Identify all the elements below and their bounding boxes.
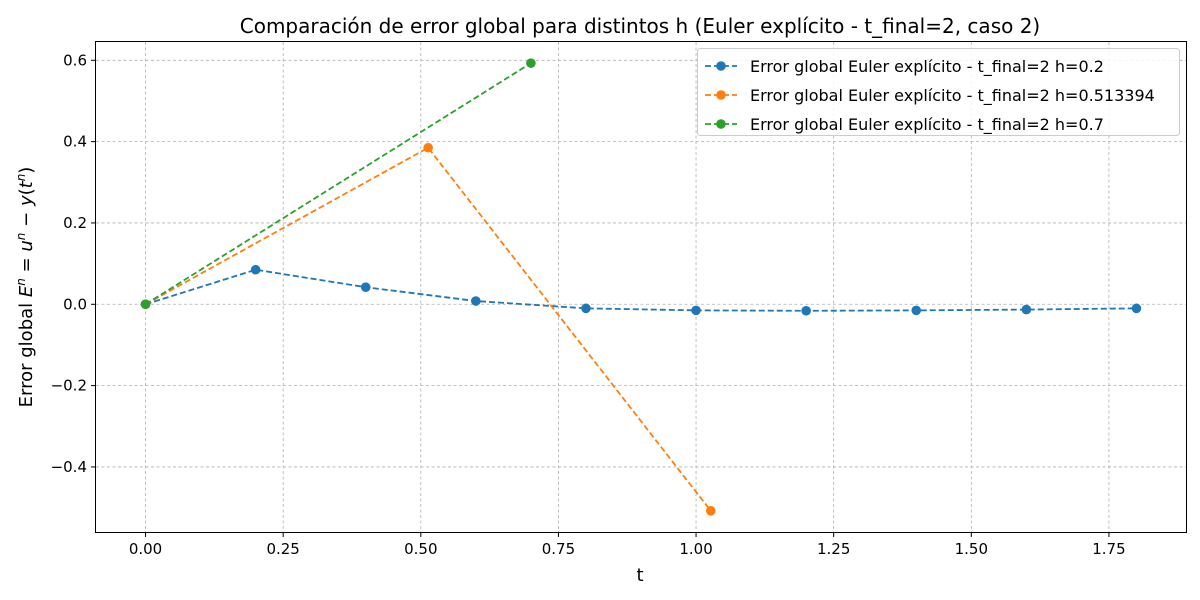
legend-marker [716, 90, 726, 100]
series-1-point [801, 305, 811, 316]
y-tick-label: −0.2 [51, 377, 87, 395]
x-tick-label: 0.75 [542, 540, 575, 558]
y-axis-label-minus: − [16, 206, 37, 233]
y-axis-label-sup2: n [14, 233, 28, 241]
plot-frame [95, 41, 1187, 533]
series-1-line [145, 268, 1137, 312]
series-1-point [471, 296, 481, 306]
x-tick-label: 1.00 [679, 540, 712, 558]
x-tick-label: 0.50 [404, 540, 437, 558]
y-axis-label-close: ) [16, 167, 37, 174]
y-axis-label-E: E [16, 285, 37, 297]
x-tick-label: 1.50 [955, 540, 988, 558]
series-1-point [360, 282, 371, 293]
y-tick-label: 0.6 [63, 51, 87, 69]
y-axis-label: Error global En = un − y(tn) [14, 167, 37, 408]
series-3-point [140, 299, 151, 310]
series-1-point [1021, 304, 1032, 315]
chart-title: Comparación de error global para distint… [240, 14, 1040, 38]
legend-label: Error global Euler explícito - t_final=2… [750, 115, 1104, 135]
x-axis-label: t [636, 565, 643, 586]
y-axis-label-sup3: n [14, 174, 28, 182]
legend: Error global Euler explícito - t_final=2… [697, 48, 1180, 136]
series-2-point [423, 142, 433, 153]
axis-ticks: 0.00 0.25 0.50 0.75 1.00 1.25 1.50 1.75 −0.4 −0.2… [51, 51, 1126, 558]
x-tick-label: 0.00 [129, 540, 162, 558]
series-3-line [145, 62, 532, 306]
series-1-point [581, 303, 591, 314]
series-layer [140, 58, 1142, 516]
legend-label: Error global Euler explícito - t_final=2… [750, 86, 1155, 106]
y-axis-label-open: ( [16, 188, 37, 195]
legend-entry-1: Error global Euler explícito - t_final=2… [705, 57, 1104, 77]
series-2-line [145, 146, 712, 512]
legend-entry-3: Error global Euler explícito - t_final=2… [705, 115, 1104, 135]
legend-marker [716, 61, 726, 71]
series-3 [140, 58, 536, 310]
legend-entry-2: Error global Euler explícito - t_final=2… [705, 86, 1155, 106]
legend-box [697, 48, 1180, 136]
series-1-point [1131, 303, 1142, 314]
y-axis-label-y: y [16, 195, 37, 207]
series-1-point [911, 305, 922, 316]
series-1-point [250, 264, 261, 275]
series-2-point [705, 506, 716, 516]
legend-label: Error global Euler explícito - t_final=2… [750, 57, 1104, 77]
y-axis-label-u: u [16, 240, 37, 251]
series-1-point [691, 305, 701, 316]
x-tick-label: 0.25 [266, 540, 299, 558]
y-tick-label: 0.0 [63, 295, 87, 313]
y-axis-label-sup1: n [14, 278, 28, 286]
y-axis-label-eq: = [16, 252, 37, 279]
legend-marker [716, 119, 726, 129]
x-tick-label: 1.75 [1092, 540, 1125, 558]
y-axis-label-t: t [16, 180, 37, 188]
series-2 [140, 142, 716, 516]
y-tick-label: −0.4 [51, 458, 87, 476]
y-tick-label: 0.2 [63, 214, 87, 232]
y-axis-label-prefix: Error global [16, 297, 37, 407]
x-tick-label: 1.25 [817, 540, 850, 558]
series-1 [140, 264, 1142, 316]
y-tick-label: 0.4 [63, 133, 87, 151]
series-3-point [526, 58, 536, 68]
